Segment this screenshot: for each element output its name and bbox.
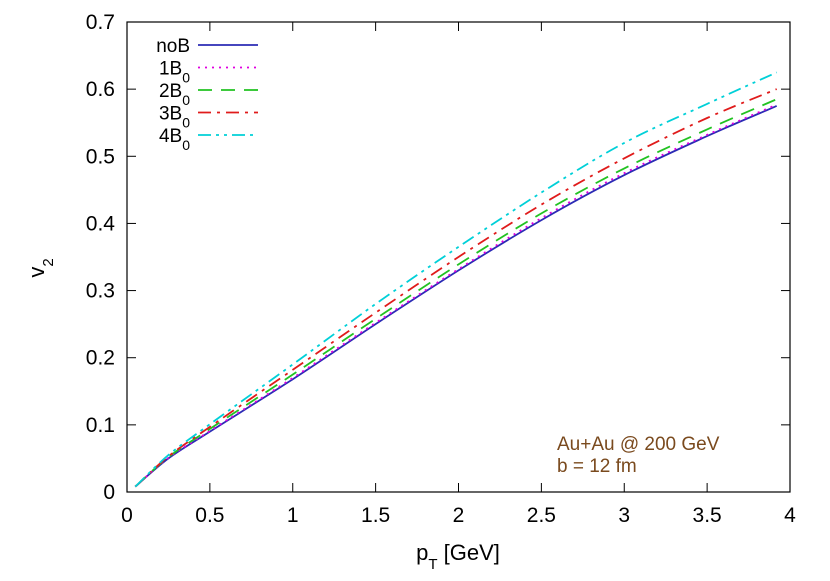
y-axis-title-main: v — [24, 267, 49, 278]
legend-label-sub: 0 — [182, 70, 190, 86]
annotation: Au+Au @ 200 GeV b = 12 fm — [557, 434, 720, 477]
y-tick-label: 0.7 — [86, 11, 115, 34]
legend-label-0: noB — [156, 36, 190, 57]
x-tick-label: 0 — [121, 504, 133, 527]
x-tick-label: 0.5 — [195, 504, 224, 527]
y-axis-title-sub: 2 — [40, 258, 57, 266]
legend-label-main: 4B — [159, 126, 182, 147]
legend-label-sub: 0 — [182, 137, 190, 153]
annotation-line-1: Au+Au @ 200 GeV — [557, 434, 720, 455]
annotation-line-2: b = 12 fm — [557, 456, 637, 477]
x-tick-label: 3 — [618, 504, 630, 527]
legend-label-main: 1B — [159, 59, 182, 80]
y-tick-label: 0.1 — [86, 414, 115, 437]
x-tick-label: 3.5 — [693, 504, 722, 527]
y-tick-label: 0.4 — [86, 212, 116, 235]
legend-label-sub: 0 — [182, 115, 190, 131]
legend-label-main: noB — [156, 36, 190, 57]
x-tick-label: 2 — [453, 504, 465, 527]
x-tick-label: 1 — [287, 504, 299, 527]
y-tick-label: 0.2 — [86, 347, 115, 370]
x-axis-title-sub: T — [428, 556, 437, 573]
series-line-0 — [134, 105, 778, 488]
series-line-4 — [134, 71, 778, 488]
series-layer — [134, 71, 778, 488]
legend-label-main: 2B — [159, 81, 182, 102]
axis-ticks: 0 0.5 1 1.5 2 2.5 3 3.5 4 0 0.1 0.2 0.3 0.4 0.5 0.6 0.7 — [86, 11, 796, 527]
y-tick-label: 0.5 — [86, 145, 115, 168]
legend-label-1: 1B0 — [159, 59, 190, 86]
y-tick-label: 0 — [103, 481, 115, 504]
legend-label-2: 2B0 — [159, 81, 190, 108]
x-axis-title-main: p — [416, 540, 428, 565]
series-line-2 — [134, 98, 778, 488]
legend-label-3: 3B0 — [159, 104, 190, 131]
legend-label-main: 3B — [159, 104, 182, 125]
x-axis-title: pT [GeV] — [416, 540, 500, 573]
y-tick-label: 0.3 — [86, 280, 115, 303]
legend-label-4: 4B0 — [159, 126, 190, 153]
x-tick-label: 2.5 — [527, 504, 556, 527]
series-line-1 — [134, 103, 778, 488]
x-tick-label: 1.5 — [361, 504, 390, 527]
x-axis-title-rest: [GeV] — [438, 540, 500, 565]
legend-label-sub: 0 — [182, 92, 190, 108]
x-tick-label: 4 — [784, 504, 796, 527]
y-axis-title: v2 — [24, 258, 57, 277]
y-tick-label: 0.6 — [86, 78, 115, 101]
